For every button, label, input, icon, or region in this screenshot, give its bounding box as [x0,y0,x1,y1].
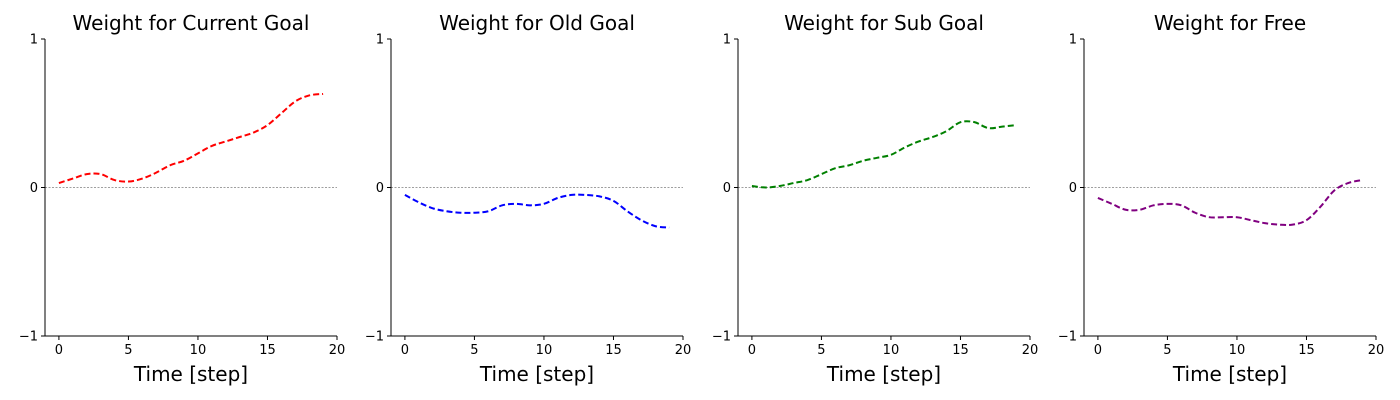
x-tick-label: 20 [329,343,346,358]
x-tick-label: 15 [605,343,622,358]
y-tick-label: −1 [1058,330,1077,345]
y-tick-label: −1 [712,330,731,345]
x-axis-label: Time [step] [1172,362,1287,386]
series-line [58,92,324,184]
y-tick-label: 0 [723,181,731,196]
y-tick-label: 1 [1069,33,1077,48]
y-tick-label: 0 [376,181,384,196]
x-tick-label: 20 [1368,343,1385,358]
subplot-1: Weight for Current Goal 0 5 10 15 20 −1 0 1 Time … [19,11,345,386]
x-tick-label: 15 [1298,343,1315,358]
x-tick-label: 0 [401,343,409,358]
x-tick-label: 10 [1229,343,1246,358]
x-tick-label: 0 [55,343,63,358]
series-line [1097,179,1363,227]
series-line [751,120,1017,189]
series-line [404,193,670,229]
y-tick-label: 0 [30,181,38,196]
x-tick-label: 20 [1022,343,1039,358]
x-axis-label: Time [step] [479,362,594,386]
subplot-title: Weight for Sub Goal [784,11,984,35]
y-tick-label: −1 [19,330,38,345]
x-tick-label: 15 [952,343,969,358]
y-tick-label: 1 [30,33,38,48]
y-tick-label: 1 [376,33,384,48]
subplot-2: Weight for Old Goal 0 5 10 15 20 −1 0 1 Time [ste… [365,11,691,386]
x-tick-label: 5 [817,343,825,358]
x-axis-label: Time [step] [133,362,248,386]
x-tick-label: 0 [1094,343,1102,358]
x-tick-label: 10 [883,343,900,358]
x-tick-label: 15 [259,343,276,358]
subplot-title: Weight for Current Goal [73,11,310,35]
x-tick-label: 10 [536,343,553,358]
x-tick-label: 10 [190,343,207,358]
y-tick-label: 0 [1069,181,1077,196]
x-tick-label: 20 [675,343,692,358]
x-tick-label: 0 [748,343,756,358]
y-tick-label: −1 [365,330,384,345]
subplot-title: Weight for Free [1154,11,1306,35]
x-tick-label: 5 [124,343,132,358]
x-tick-label: 5 [1163,343,1171,358]
subplot-3: Weight for Sub Goal 0 5 10 15 20 −1 0 1 Time [ste… [712,11,1038,386]
y-tick-label: 1 [723,33,731,48]
x-tick-label: 5 [470,343,478,358]
subplot-4: Weight for Free 0 5 10 15 20 −1 0 1 Time [step] [1058,11,1384,386]
subplot-title: Weight for Old Goal [439,11,635,35]
x-axis-label: Time [step] [826,362,941,386]
